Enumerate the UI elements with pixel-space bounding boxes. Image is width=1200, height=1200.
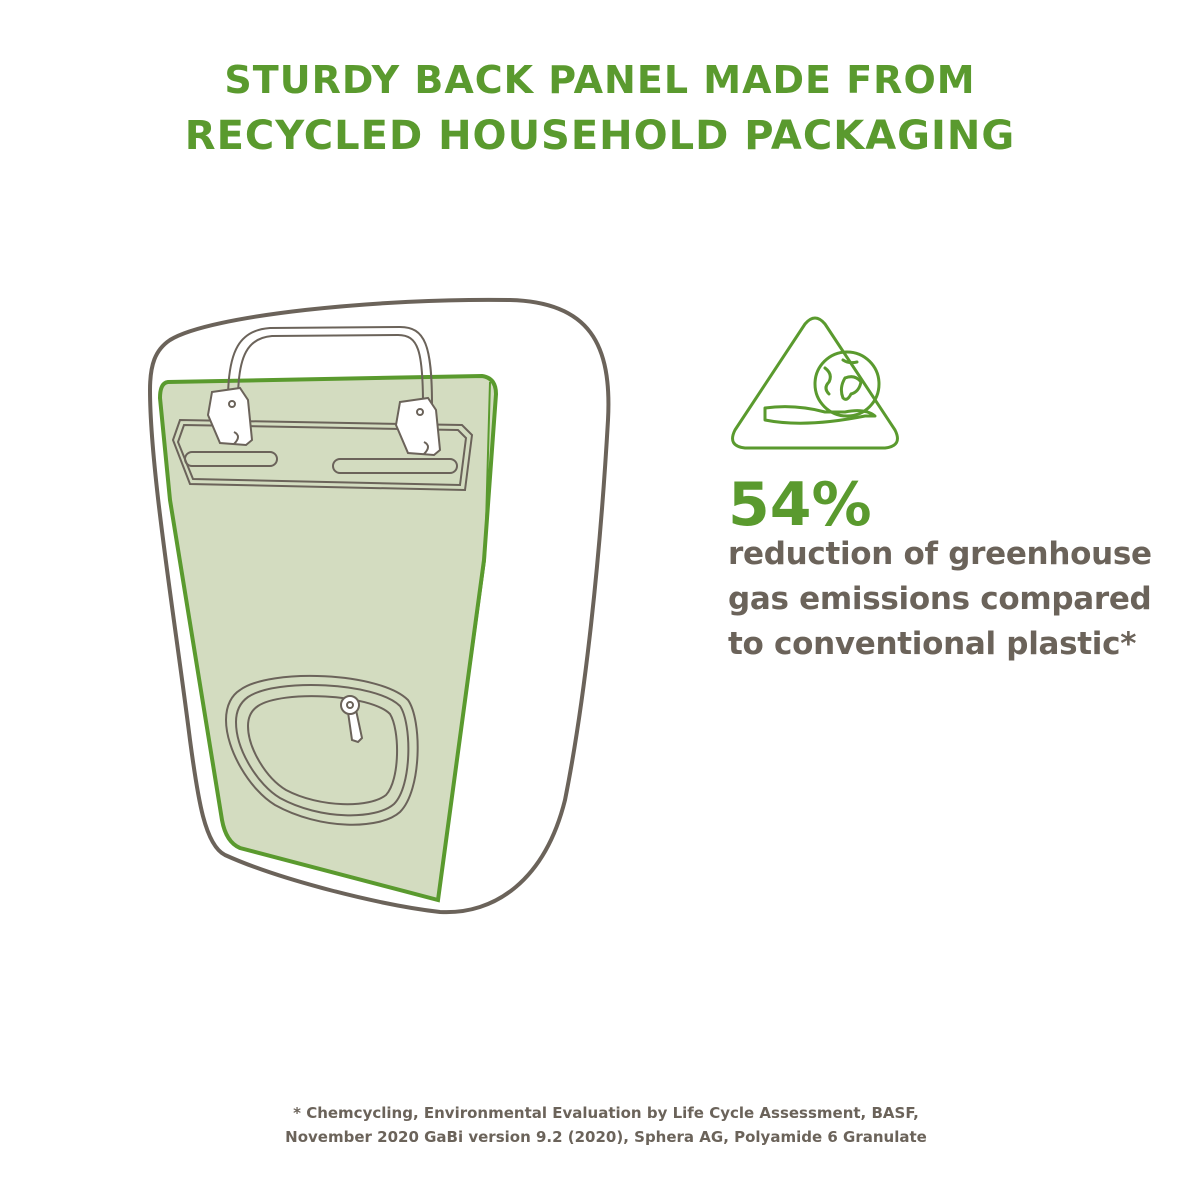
carry-handle <box>227 325 433 406</box>
hook-right <box>394 396 442 457</box>
stat-description-line-1: reduction of greenhouse <box>728 536 1152 572</box>
stat-description-line-2: gas emissions compared <box>728 581 1152 617</box>
stat-description-line-3: to conventional plastic* <box>728 626 1137 662</box>
back-panel <box>157 373 499 903</box>
footnote-line-2: November 2020 GaBi version 9.2 (2020), S… <box>285 1128 927 1146</box>
hook-left <box>206 386 254 447</box>
right-slot <box>332 458 458 474</box>
footnote-line-1: * Chemcycling, Environmental Evaluation … <box>293 1104 919 1122</box>
mounting-rail <box>171 418 474 492</box>
stat-value: 54% <box>728 470 872 540</box>
pocket-latch <box>340 695 364 744</box>
headline-line-1: STURDY BACK PANEL MADE FROM <box>224 58 976 102</box>
hand-holding-globe-triangle-icon <box>731 316 899 450</box>
left-slot <box>184 451 278 467</box>
headline-line-2: RECYCLED HOUSEHOLD PACKAGING <box>184 113 1016 159</box>
